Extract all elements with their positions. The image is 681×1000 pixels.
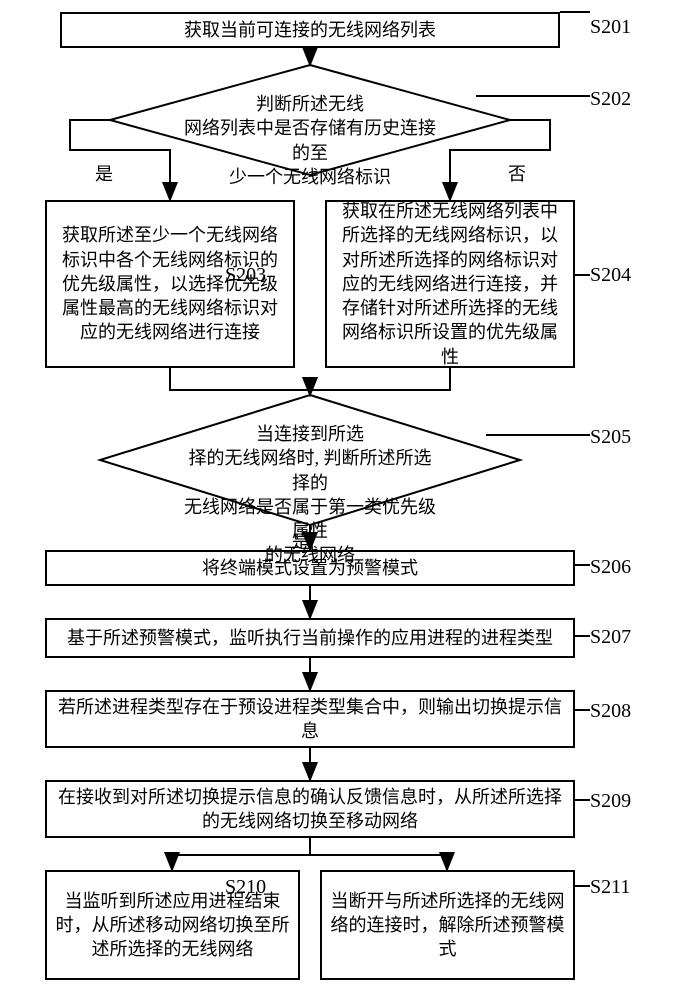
step-label-s210: S210	[225, 876, 266, 899]
step-label-s206: S206	[590, 556, 631, 579]
step-text: 获取在所述无线网络列表中所选择的无线网络标识，以对所述所选择的网络标识对应的无线…	[335, 199, 565, 369]
step-text: 将终端模式设置为预警模式	[202, 556, 418, 580]
branch-no-1: 否	[508, 160, 526, 186]
connector	[172, 838, 310, 870]
step-s204: 获取在所述无线网络列表中所选择的无线网络标识，以对所述所选择的网络标识对应的无线…	[325, 200, 575, 368]
step-label-s207: S207	[590, 626, 631, 649]
step-s206: 将终端模式设置为预警模式	[45, 550, 575, 586]
step-s209: 在接收到对所述切换提示信息的确认反馈信息时，从所述所选择的无线网络切换至移动网络	[45, 780, 575, 838]
step-text: 基于所述预警模式，监听执行当前操作的应用进程的进程类型	[67, 626, 553, 650]
diamond-s205	[100, 395, 520, 525]
connector	[310, 838, 447, 870]
step-text: 当断开与所述所选择的无线网络的连接时，解除所述预警模式	[330, 889, 565, 962]
step-text: 若所述进程类型存在于预设进程类型集合中，则输出切换提示信息	[55, 695, 565, 744]
step-s207: 基于所述预警模式，监听执行当前操作的应用进程的进程类型	[45, 618, 575, 658]
step-text: 获取当前可连接的无线网络列表	[184, 18, 436, 42]
connector	[310, 368, 450, 395]
step-label-s203: S203	[225, 264, 266, 287]
step-label-s202: S202	[590, 88, 631, 111]
step-label-s208: S208	[590, 700, 631, 723]
step-label-s201: S201	[590, 16, 631, 39]
step-label-s204: S204	[590, 264, 631, 287]
step-s211: 当断开与所述所选择的无线网络的连接时，解除所述预警模式	[320, 870, 575, 980]
connector	[170, 368, 310, 395]
branch-yes-2: 是	[292, 528, 310, 554]
step-label-s211: S211	[590, 876, 630, 899]
step-text: 在接收到对所述切换提示信息的确认反馈信息时，从所述所选择的无线网络切换至移动网络	[55, 785, 565, 834]
step-label-s209: S209	[590, 790, 631, 813]
branch-yes-1: 是	[95, 160, 113, 186]
step-text: 当监听到所述应用进程结束时，从所述移动网络切换至所述所选择的无线网络	[55, 889, 290, 962]
step-s208: 若所述进程类型存在于预设进程类型集合中，则输出切换提示信息	[45, 690, 575, 748]
step-s201: 获取当前可连接的无线网络列表	[60, 12, 560, 48]
step-label-s205: S205	[590, 426, 631, 449]
